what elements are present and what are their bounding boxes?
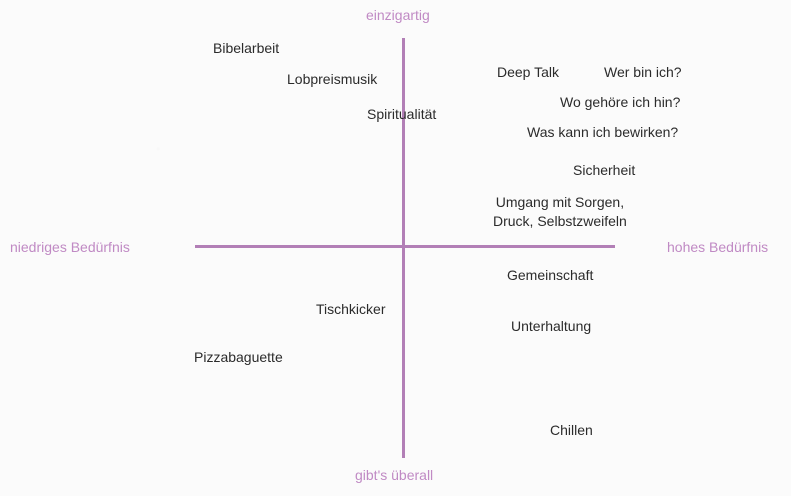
item-pizzabaguette: Pizzabaguette (194, 349, 283, 365)
item-deep-talk: Deep Talk (497, 64, 560, 80)
item-bibelarbeit: Bibelarbeit (213, 40, 280, 56)
item-chillen: Chillen (550, 422, 593, 438)
item-was-kann-ich-bewirken: Was kann ich bewirken? (527, 124, 679, 140)
vertical-axis (402, 38, 405, 458)
axis-label-bottom: gibt's überall (355, 467, 434, 483)
item-unterhaltung: Unterhaltung (511, 318, 592, 334)
axis-label-left: niedriges Bedürfnis (10, 239, 130, 255)
item-lobpreismusik: Lobpreismusik (287, 71, 378, 87)
item-spiritualitaet: Spiritualität (367, 106, 437, 122)
item-sicherheit: Sicherheit (573, 162, 636, 178)
axis-label-top: einzigartig (366, 7, 430, 23)
horizontal-axis (195, 245, 615, 248)
item-umgang-mit-sorgen: Umgang mit Sorgen, Druck, Selbstzweifeln (493, 194, 627, 229)
axis-label-right: hohes Bedürfnis (667, 239, 769, 255)
item-wer-bin-ich: Wer bin ich? (604, 64, 682, 80)
item-tischkicker: Tischkicker (316, 301, 386, 317)
item-wo-gehoere-ich-hin: Wo gehöre ich hin? (560, 94, 681, 110)
item-gemeinschaft: Gemeinschaft (507, 267, 594, 283)
